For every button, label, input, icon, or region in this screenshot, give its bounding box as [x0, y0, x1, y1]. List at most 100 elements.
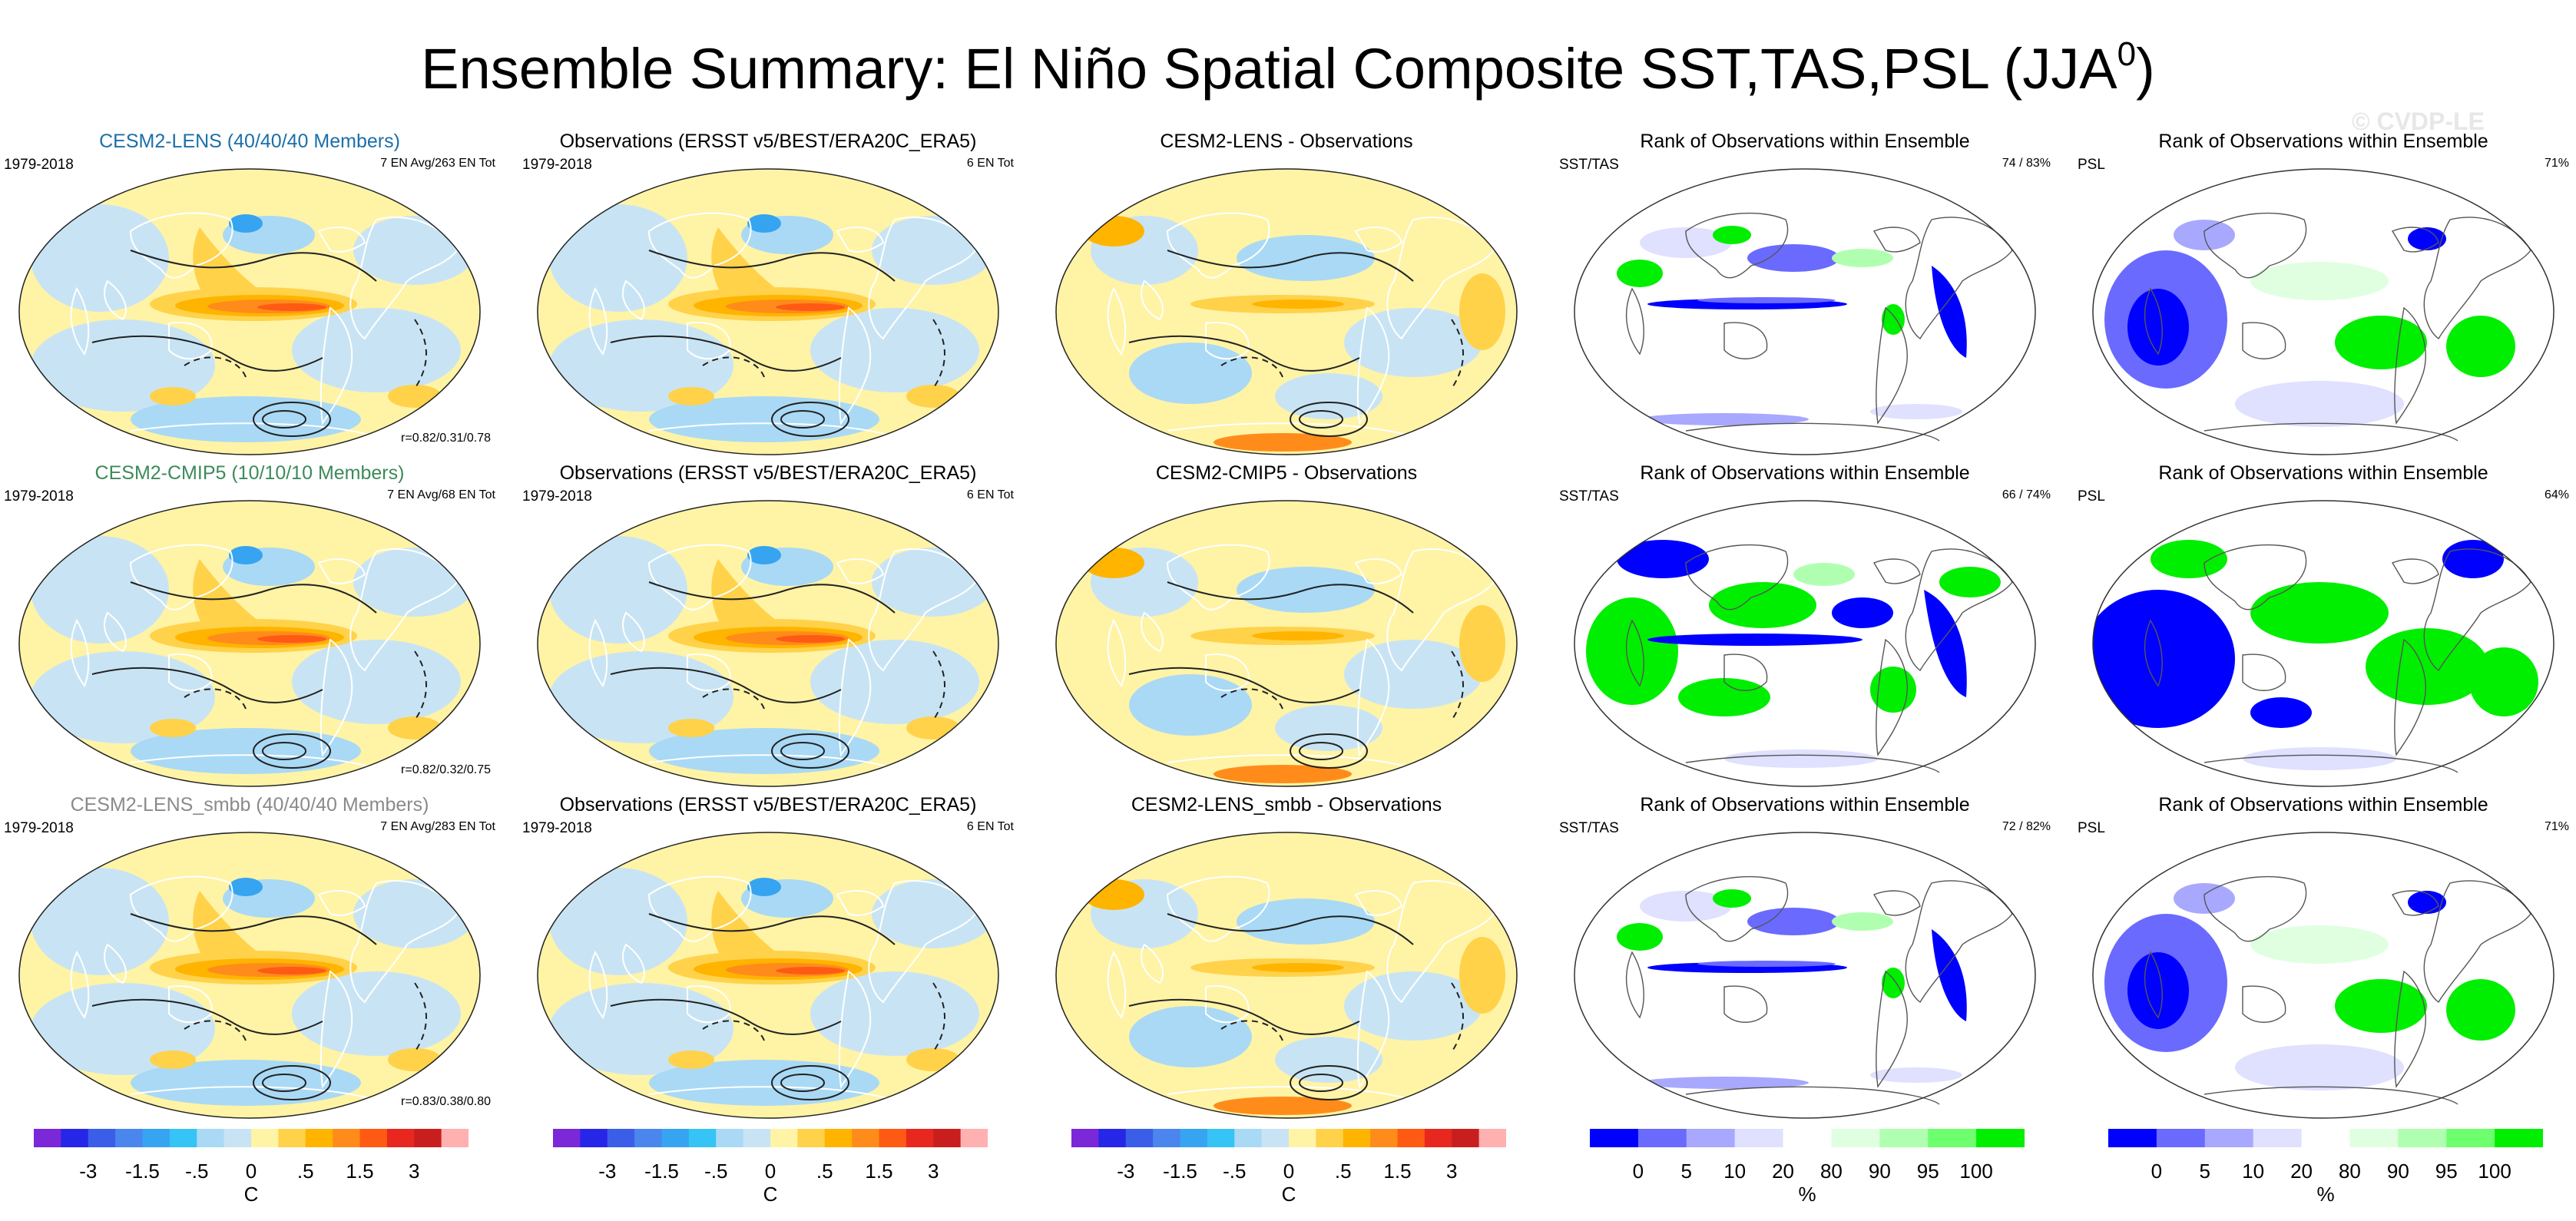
colorbar-tick-label: -1.5 — [125, 1160, 160, 1183]
colorbar-swatch — [142, 1129, 171, 1147]
panel-title: CESM2-CMIP5 - Observations — [1155, 462, 1418, 484]
colorbar-swatch — [607, 1129, 635, 1147]
panel-period: 1979-2018 — [4, 488, 74, 505]
colorbar-tick-label: 0 — [1283, 1160, 1295, 1183]
colorbar-rank-1: 0 5 10 20 80 90 95 100% — [1590, 1129, 2025, 1221]
colorbar-tick-label: -.5 — [704, 1160, 728, 1183]
colorbar-swatch — [2253, 1129, 2303, 1147]
colorbar-anomaly-1: -3 -1.5 -.5 0 .5 1.5 3 C — [34, 1129, 469, 1221]
colorbar-swatches — [1590, 1129, 2025, 1147]
panel-title: Observations (ERSST v5/BEST/ERA20C_ERA5) — [559, 462, 977, 484]
colorbar-tick-label: -1.5 — [644, 1160, 679, 1183]
colorbar-tick-label: 5 — [1680, 1160, 1692, 1183]
panel-r1c3: CESM2-LENS - Observations — [1041, 131, 1532, 461]
panel-period: 1979-2018 — [4, 820, 74, 836]
colorbar-swatch — [1686, 1129, 1736, 1147]
colorbar-swatch — [770, 1129, 798, 1147]
colorbar-tick-label: 5 — [2199, 1160, 2210, 1183]
panel-variable: SST/TAS — [1559, 820, 1619, 836]
colorbar-swatch — [1234, 1129, 1263, 1147]
colorbar-swatch — [580, 1129, 608, 1147]
colorbar-swatch — [305, 1129, 333, 1147]
colorbar-anomaly-2: -3 -1.5 -.5 0 .5 1.5 3 C — [553, 1129, 988, 1221]
panel-title: CESM2-LENS - Observations — [1160, 131, 1413, 152]
map-r2c2 — [534, 498, 1002, 789]
panel-title: Observations (ERSST v5/BEST/ERA20C_ERA5) — [559, 794, 977, 816]
colorbar-swatch — [197, 1129, 225, 1147]
panel-r2c5: Rank of Observations within Ensemble PSL… — [2078, 462, 2569, 792]
colorbar-units: % — [1798, 1183, 1816, 1206]
colorbar-tick-label: 1.5 — [865, 1160, 893, 1183]
colorbar-tick-label: -.5 — [185, 1160, 209, 1183]
panel-r1c4: Rank of Observations within Ensemble SST… — [1559, 131, 2051, 461]
panel-note: 7 EN Avg/68 EN Tot — [387, 488, 495, 501]
colorbar-swatch — [852, 1129, 880, 1147]
panel-r3c5: Rank of Observations within Ensemble PSL… — [2078, 794, 2569, 1124]
panel-variable: PSL — [2078, 488, 2105, 505]
colorbar-tick-label: 3 — [928, 1160, 939, 1183]
panel-note: 74 / 83% — [2002, 157, 2051, 170]
map-r2c4 — [1571, 498, 2039, 789]
colorbar-swatch — [2108, 1129, 2157, 1147]
colorbar-swatch — [1976, 1129, 2025, 1147]
colorbar-swatches — [1071, 1129, 1506, 1147]
panel-period: 1979-2018 — [522, 820, 592, 836]
colorbar-swatch — [2156, 1129, 2206, 1147]
colorbar-tick-label: .5 — [1334, 1160, 1352, 1183]
colorbar-swatch — [169, 1129, 197, 1147]
colorbar-swatch — [2349, 1129, 2399, 1147]
panel-variable: SST/TAS — [1559, 157, 1619, 173]
colorbar-swatch — [1928, 1129, 1977, 1147]
colorbar-swatch — [933, 1129, 962, 1147]
colorbar-swatch — [1637, 1129, 1687, 1147]
colorbar-swatch — [1370, 1129, 1399, 1147]
colorbar-rank-2: 0 5 10 20 80 90 95 100% — [2108, 1129, 2543, 1221]
colorbar-tick-label: -3 — [598, 1160, 617, 1183]
colorbar-tick-label: -3 — [1117, 1160, 1135, 1183]
cvdp-watermark: © CVDP-LE — [2352, 108, 2485, 135]
colorbar-tick-label: 20 — [1772, 1160, 1795, 1183]
colorbar-swatches — [34, 1129, 469, 1147]
colorbar-tick-label: 0 — [764, 1160, 776, 1183]
colorbar-swatch — [1180, 1129, 1208, 1147]
map-r1c2 — [534, 166, 1002, 458]
colorbar-swatch — [824, 1129, 853, 1147]
colorbar-units: C — [1281, 1183, 1296, 1206]
panel-note: 64% — [2544, 488, 2569, 501]
panel-r3c1: CESM2-LENS_smbb (40/40/40 Members) 1979-… — [4, 794, 495, 1124]
colorbar-tick-label: 0 — [1632, 1160, 1644, 1183]
page-title: Ensemble Summary: El Niño Spatial Compos… — [421, 35, 2155, 101]
colorbar-tick-label: -.5 — [1223, 1160, 1247, 1183]
panel-period: 1979-2018 — [522, 488, 592, 505]
colorbar-swatch — [661, 1129, 690, 1147]
colorbar-tick-label: 100 — [1959, 1160, 1993, 1183]
panel-r1c5: Rank of Observations within Ensemble PSL… — [2078, 131, 2569, 461]
colorbar-swatch — [414, 1129, 442, 1147]
colorbar-swatch — [88, 1129, 116, 1147]
panel-title: Rank of Observations within Ensemble — [2158, 462, 2488, 484]
map-r3c3 — [1052, 829, 1521, 1121]
map-r3c5 — [2089, 829, 2558, 1121]
colorbar-swatch — [688, 1129, 717, 1147]
panel-note: 6 EN Tot — [966, 157, 1014, 170]
panel-title: Rank of Observations within Ensemble — [2158, 131, 2488, 152]
panel-title: Rank of Observations within Ensemble — [2158, 794, 2488, 816]
colorbar-swatch — [223, 1129, 252, 1147]
colorbar-swatch — [1879, 1129, 1929, 1147]
colorbar-tick-label: 1.5 — [346, 1160, 374, 1183]
pattern-correlation: r=0.82/0.32/0.75 — [401, 763, 491, 776]
panel-note: 72 / 82% — [2002, 820, 2051, 833]
pattern-correlation: r=0.82/0.31/0.78 — [401, 432, 491, 445]
colorbar-anomaly-3: -3 -1.5 -.5 0 .5 1.5 3 C — [1071, 1129, 1506, 1221]
colorbar-tick-label: 80 — [2338, 1160, 2361, 1183]
map-r3c4 — [1571, 829, 2039, 1121]
colorbar-swatch — [797, 1129, 826, 1147]
colorbar-swatch — [1343, 1129, 1371, 1147]
colorbar-swatch — [2398, 1129, 2447, 1147]
panel-note: 6 EN Tot — [966, 488, 1014, 501]
colorbar-tick-label: 10 — [2242, 1160, 2265, 1183]
colorbar-swatch — [1098, 1129, 1127, 1147]
colorbar-swatch — [1207, 1129, 1235, 1147]
panel-title: CESM2-CMIP5 (10/10/10 Members) — [94, 462, 405, 484]
colorbar-tick-label: 90 — [2386, 1160, 2409, 1183]
